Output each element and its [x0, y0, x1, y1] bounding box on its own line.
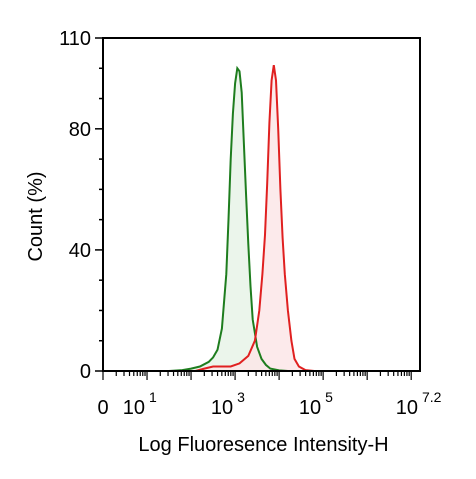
y-axis-tick-labels: 0 40 80 110 — [59, 28, 91, 383]
y-axis-title: Count (%) — [25, 171, 47, 261]
y-axis-ticks — [95, 37, 103, 372]
series-2-area — [195, 65, 315, 371]
x-tick-label: 0 — [97, 397, 108, 419]
histogram-lines — [168, 65, 315, 372]
x-tick-label: 10 — [123, 397, 145, 419]
histogram-fills — [169, 65, 315, 372]
x-tick-exponent: 1 — [149, 389, 157, 405]
x-tick-label: 10 — [299, 397, 321, 419]
series-1-line — [168, 65, 288, 372]
x-tick-exponent: 7.2 — [422, 389, 442, 405]
y-tick-label: 0 — [80, 361, 91, 383]
y-tick-label: 40 — [69, 240, 91, 262]
series-2-line — [195, 65, 315, 372]
x-axis-tick-labels: 0 10 1 10 3 10 5 10 7.2 — [97, 389, 441, 419]
x-tick-label: 10 — [396, 397, 418, 419]
x-minor-ticks — [102, 371, 412, 380]
y-tick-label: 80 — [69, 119, 91, 141]
series-1-area — [169, 68, 288, 372]
x-tick-exponent: 5 — [325, 389, 333, 405]
y-tick-label: 110 — [59, 28, 91, 50]
x-tick-exponent: 3 — [237, 389, 245, 405]
x-axis-title: Log Fluoresence Intensity-H — [138, 434, 388, 456]
x-tick-label: 10 — [211, 397, 233, 419]
